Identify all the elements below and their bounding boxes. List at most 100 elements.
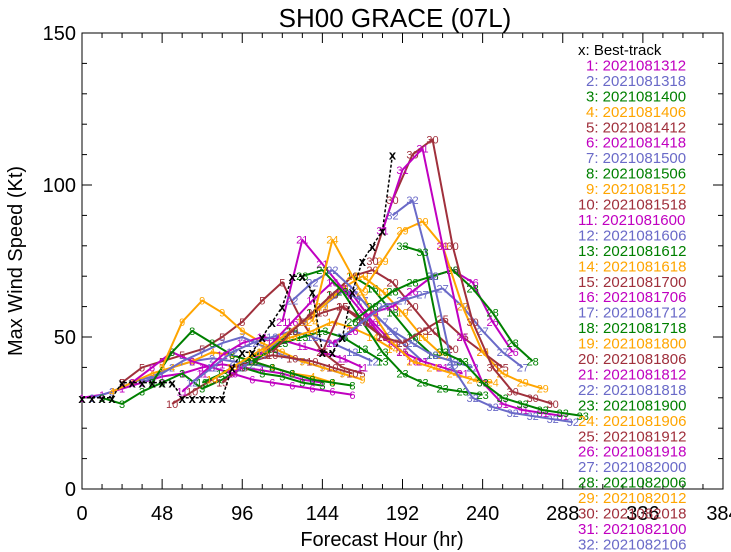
series-point-33: 33: [416, 247, 428, 259]
series-point-7: 7: [179, 356, 185, 368]
series-point-3: 3: [299, 378, 305, 390]
legend-entry-20: 20: 2021081806: [578, 351, 686, 368]
series-point-5: 5: [219, 332, 225, 344]
series-point-8: 8: [149, 378, 155, 390]
y-tick-label: 150: [43, 23, 76, 45]
best-track-point: x: [128, 376, 136, 391]
legend-entry-27: 27: 2021082000: [578, 459, 686, 476]
best-track-point: x: [289, 269, 297, 284]
legend-entry-10: 10: 2021081518: [578, 197, 686, 214]
best-track-point: x: [209, 391, 217, 406]
best-track-point: x: [299, 269, 307, 284]
series-point-7: 7: [219, 338, 225, 350]
series-point-33: 33: [436, 347, 448, 359]
series-point-5: 5: [279, 277, 285, 289]
best-track-point: x: [379, 224, 387, 239]
series-point-30: 30: [406, 150, 418, 162]
series-point-7: 7: [199, 347, 205, 359]
legend-entry-3: 3: 2021081400: [586, 88, 686, 105]
best-track-point: x: [389, 148, 397, 163]
legend-entry-21: 21: 2021081812: [578, 366, 686, 383]
legend-entry-16: 16: 2021081706: [578, 289, 686, 306]
series-point-5: 5: [199, 344, 205, 356]
series-point-11: 11: [257, 332, 268, 344]
series-point-1: 1: [199, 362, 205, 374]
best-track-point: x: [118, 376, 126, 391]
series-point-3: 3: [259, 369, 265, 381]
series-point-1: 1: [259, 365, 265, 377]
series-point-27: 27: [497, 347, 509, 359]
series-point-6: 6: [189, 356, 195, 368]
series-point-20: 20: [266, 347, 278, 359]
series-point-8: 8: [349, 381, 355, 393]
series-point-22: 22: [286, 296, 298, 308]
series-point-7: 7: [159, 369, 165, 381]
series-line-32: [391, 199, 573, 424]
legend-entry-26: 26: 2021081918: [578, 444, 686, 461]
legend-entry-8: 8: 2021081506: [586, 166, 686, 183]
best-track-point: x: [199, 391, 207, 406]
series-point-1: 1: [319, 378, 325, 390]
best-track-point: x: [309, 284, 317, 299]
series-point-12: 12: [226, 347, 238, 359]
series-point-2: 2: [229, 356, 235, 368]
series-point-32: 32: [406, 195, 418, 207]
series-point-27: 27: [356, 317, 368, 329]
series-point-33: 33: [537, 405, 549, 417]
series-point-32: 32: [486, 402, 498, 414]
legend-entry-22: 22: 2021081818: [578, 382, 686, 399]
series-point-10: 10: [186, 387, 198, 399]
series-point-8: 8: [169, 347, 175, 359]
x-tick-label: 192: [386, 503, 419, 525]
legend-entry-4: 4: 2021081406: [586, 104, 686, 121]
series-point-24: 24: [426, 362, 438, 374]
best-track-point: x: [359, 254, 367, 269]
series-point-20: 20: [406, 302, 418, 314]
series-point-1: 1: [119, 384, 125, 396]
series-point-33: 33: [456, 356, 468, 368]
y-tick-label: 0: [65, 479, 76, 501]
series-point-9: 9: [279, 347, 285, 359]
series-point-13: 13: [356, 344, 368, 356]
series-point-29: 29: [456, 302, 468, 314]
x-tick-label: 240: [466, 503, 499, 525]
series-point-3: 3: [219, 375, 225, 387]
series-point-23: 23: [296, 271, 308, 283]
series-point-4: 4: [149, 369, 155, 381]
best-track-point: x: [339, 330, 347, 345]
series-point-25: 25: [396, 338, 408, 350]
series-point-29: 29: [537, 384, 549, 396]
best-track-point: x: [239, 345, 247, 360]
series-line-3: [101, 366, 323, 405]
series-point-16: 16: [306, 296, 318, 308]
legend-entry-28: 28: 2021082006: [578, 475, 686, 492]
series-point-30: 30: [547, 399, 559, 411]
legend-entry-19: 19: 2021081800: [578, 336, 686, 353]
series-line-10: [171, 354, 353, 405]
series-point-25: 25: [316, 347, 328, 359]
series-point-20: 20: [386, 277, 398, 289]
series-point-5: 5: [359, 369, 365, 381]
best-track-point: x: [148, 376, 156, 391]
series-point-9: 9: [339, 369, 345, 381]
series-line-30: [371, 138, 553, 405]
series-point-3: 3: [179, 369, 185, 381]
series-point-4: 4: [109, 387, 115, 399]
series-point-22: 22: [446, 356, 458, 368]
series-point-10: 10: [346, 369, 358, 381]
x-tick-label: 384: [706, 503, 731, 525]
series-point-4: 4: [209, 347, 215, 359]
series-point-33: 33: [557, 408, 569, 420]
series-point-23: 23: [336, 286, 348, 298]
series-line-1: [81, 363, 323, 399]
series-point-9: 9: [159, 362, 165, 374]
legend-entry-14: 14: 2021081618: [578, 258, 686, 275]
series-point-4: 4: [309, 372, 315, 384]
series-point-27: 27: [436, 283, 448, 295]
series-point-3: 3: [159, 378, 165, 390]
series-point-21: 21: [336, 283, 348, 295]
series-point-19: 19: [276, 332, 288, 344]
series-point-3: 3: [319, 381, 325, 393]
legend-entry-2: 2: 2021081318: [586, 73, 686, 90]
